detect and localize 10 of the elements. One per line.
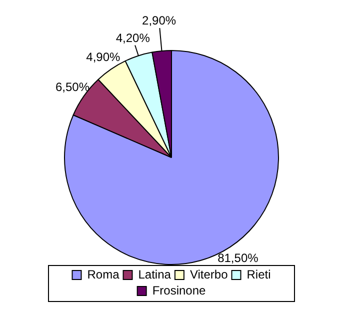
legend-label: Frosinone	[152, 283, 206, 298]
data-label: 81,50%	[218, 250, 259, 265]
legend-label: Roma	[87, 267, 120, 282]
legend-label: Rieti	[246, 267, 271, 282]
data-label: 4,20%	[116, 30, 150, 45]
legend-label: Latina	[138, 267, 172, 282]
data-label: 2,90%	[142, 13, 176, 28]
data-label: 4,90%	[86, 50, 121, 64]
legend-label: Viterbo	[190, 267, 228, 282]
data-label: 6,50%	[55, 80, 90, 94]
